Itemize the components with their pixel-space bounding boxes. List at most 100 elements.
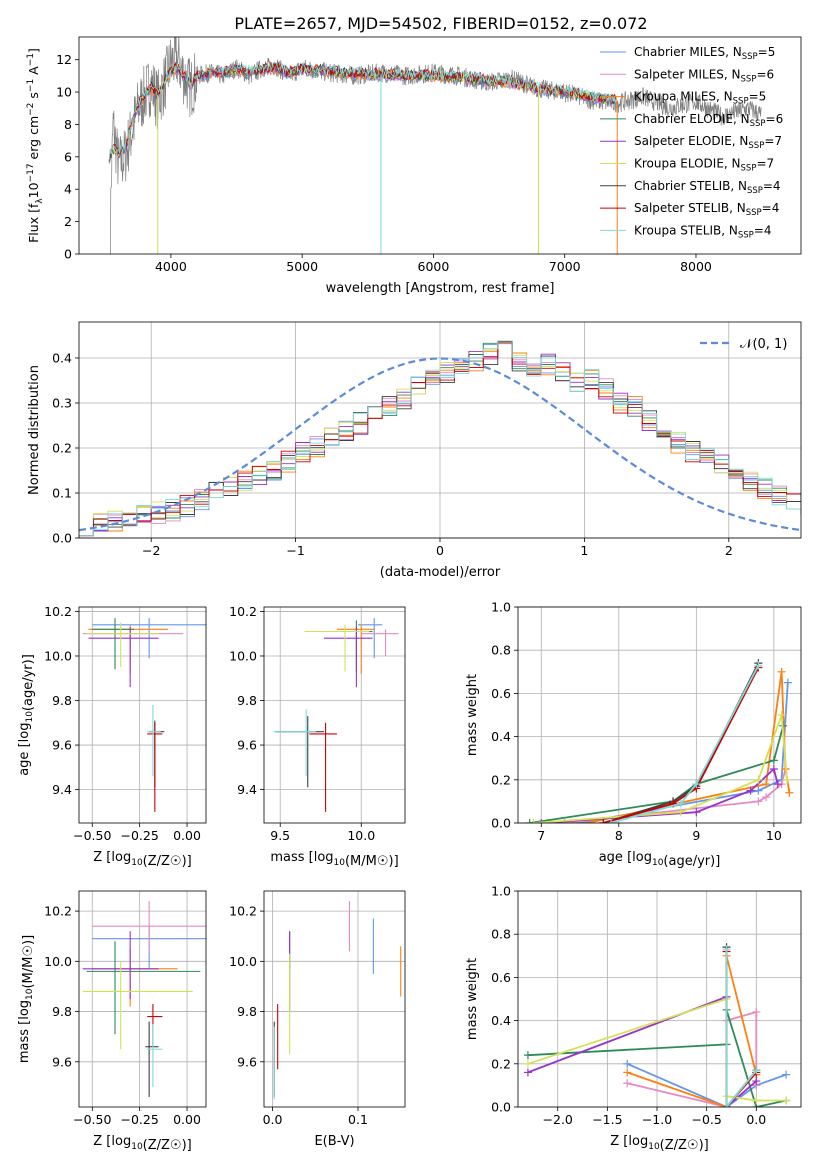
log-text: log [17, 1000, 32, 1020]
log-subscript: 10 [131, 1142, 143, 1152]
spectrum-ytick-label: 10 [56, 85, 72, 100]
mass-vs-z-ytick-label: 10.2 [44, 904, 72, 919]
label-text: Z [ [610, 1134, 628, 1149]
age-vs-z-xlabel: Z [log10(Z/Z☉)] [93, 850, 191, 869]
residuals-ytick-label: 0.3 [52, 396, 72, 411]
age-vs-z-xtick-label: 0.00 [173, 828, 201, 843]
mass-vs-ebv-ytick-label: 10.2 [229, 904, 257, 919]
log-text: log [314, 850, 334, 865]
legend-entry: Salpeter MILES, NSSP=6 [634, 67, 774, 84]
weight-marker [623, 1068, 632, 1077]
ylabel-part: ] [26, 48, 41, 53]
mass-weight-vs-z-xlabel: Z [log10(Z/Z☉)] [610, 1134, 708, 1153]
age-vs-mass-points [273, 618, 399, 812]
mass-vs-z-ytick-label: 9.8 [52, 1004, 72, 1019]
weight-marker [722, 1103, 731, 1107]
legend-value: =4 [754, 223, 772, 237]
legend-entry: Salpeter STELIB, NSSP=4 [634, 201, 779, 218]
legend-text: Chabrier STELIB, N [634, 179, 747, 193]
residuals-xlabel: (data-model)/error [380, 565, 501, 580]
weight-marker [529, 819, 538, 823]
legend-entry: Chabrier ELODIE, NSSP=6 [634, 112, 783, 129]
mass-weight-vs-age-axes: 7 8 9 10 0.0 0.2 0.4 0.6 0.8 1.0 [491, 600, 801, 843]
mass-weight-vs-age-xtick-label: 10 [766, 828, 782, 843]
age-vs-z-xtick-label: −0.50 [73, 828, 111, 843]
weight-marker [523, 1068, 532, 1077]
legend-subscript: SSP [738, 230, 754, 240]
spectrum-ytick-label: 12 [56, 52, 72, 67]
weight-marker [782, 1070, 791, 1079]
weight-marker [676, 808, 685, 817]
residuals-xtick-label: 0 [436, 543, 444, 558]
model-spectrum-line [108, 63, 617, 162]
mass-vs-z-points [82, 901, 206, 1097]
histogram-step-line [79, 340, 801, 537]
legend-text: Chabrier MILES, N [634, 45, 742, 59]
legend-entry: Salpeter ELODIE, NSSP=7 [634, 134, 782, 151]
residuals-xtick-label: −1 [286, 543, 304, 558]
age-vs-mass-ytick-label: 9.6 [237, 738, 257, 753]
ylabel-part: −1 [26, 53, 36, 66]
weight-marker [754, 797, 763, 806]
age-vs-mass-ytick-label: 10.0 [229, 648, 257, 663]
legend-text: Kroupa MILES, N [634, 90, 733, 104]
label-text: age [ [17, 742, 32, 775]
legend-entry: Kroupa MILES, NSSP=5 [634, 90, 766, 107]
mass-vs-ebv-axes: 0.0 0.1 9.6 9.8 10.0 10.2 [229, 891, 405, 1127]
legend-value: =4 [763, 179, 781, 193]
mass-weight-vs-age-ytick-label: 0.4 [491, 729, 511, 744]
legend-text: Salpeter MILES, N [634, 67, 741, 81]
log-subscript: 10 [648, 1142, 660, 1152]
mass-weight-vs-z-ytick-label: 0.6 [491, 970, 511, 985]
legend-value: =7 [756, 157, 774, 171]
mass-vs-z-ylabel: mass [log10(M/M☉)] [17, 935, 36, 1063]
plots-container: 4000 5000 6000 7000 8000024681012wavelength … [17, 36, 802, 1153]
weight-marker [523, 1051, 532, 1060]
mass-vs-z-frame [78, 890, 207, 1108]
weight-marker [754, 661, 763, 670]
age-vs-z-ytick-label: 9.6 [52, 738, 72, 753]
mass-vs-ebv-ytick-label: 9.8 [237, 1004, 257, 1019]
weight-marker [782, 1096, 791, 1105]
mass-vs-ebv-xlabel: E(B-V) [314, 1134, 354, 1149]
weight-marker [777, 667, 786, 676]
mass-vs-z-xlabel: Z [log10(Z/Z☉)] [93, 1134, 191, 1153]
spectrum-axes: 4000 5000 6000 7000 8000 0 2 4 6 8 10 12 [56, 52, 712, 274]
residuals-frame [78, 321, 802, 539]
residuals-ytick-label: 0.0 [52, 531, 72, 546]
histogram-step-line [79, 342, 801, 537]
log-text: log [628, 1134, 648, 1149]
weight-marker [676, 799, 685, 808]
legend-subscript: SSP [746, 208, 762, 218]
age-vs-z-ytick-label: 10.0 [44, 648, 72, 663]
weight-marker [623, 1059, 632, 1068]
mass-weight-vs-z-axes: −2.0 −1.5 −1.0 −0.5 0.0 0.0 0.2 0.4 0.6 0.8 1.0 [491, 884, 801, 1127]
legend-subscript: SSP [742, 52, 758, 62]
legend-value: =6 [756, 67, 774, 81]
mass-weight-vs-z-series [523, 943, 791, 1107]
mass-vs-z-xtick-label: −0.50 [73, 1112, 111, 1127]
mass-vs-z-xtick-label: −0.25 [121, 1112, 159, 1127]
weight-marker [752, 1077, 761, 1086]
log-text: log [111, 850, 131, 865]
legend-value: =7 [764, 134, 782, 148]
mass-weight-vs-age-ytick-label: 1.0 [491, 600, 511, 615]
legend-entry: Kroupa STELIB, NSSP=4 [634, 223, 772, 240]
mass-weight-vs-age-ylabel: mass weight [465, 674, 480, 756]
mass-vs-ebv-xtick-label: 0.1 [348, 1112, 368, 1127]
log-subscript: 10 [131, 858, 143, 868]
residuals-ytick-label: 0.4 [52, 351, 72, 366]
spectrum-ytick-label: 4 [64, 182, 72, 197]
label-text: (age/yr)] [21, 654, 36, 711]
mass-weight-vs-z-xtick-label: −0.5 [691, 1112, 721, 1127]
ylabel-part: λ [35, 198, 45, 204]
residuals-ylabel: Normed distribution [27, 365, 42, 495]
ylabel-part: erg cm [26, 116, 41, 164]
legend-subscript: SSP [741, 74, 757, 84]
legend-subscript: SSP [747, 186, 763, 196]
age-vs-mass-axes: 9.5 10.0 9.4 9.6 9.8 10.0 10.2 [229, 604, 405, 843]
age-vs-z-ytick-label: 9.4 [52, 782, 72, 797]
mass-weight-vs-z-ytick-label: 0.0 [491, 1100, 511, 1115]
legend-subscript: SSP [741, 164, 757, 174]
